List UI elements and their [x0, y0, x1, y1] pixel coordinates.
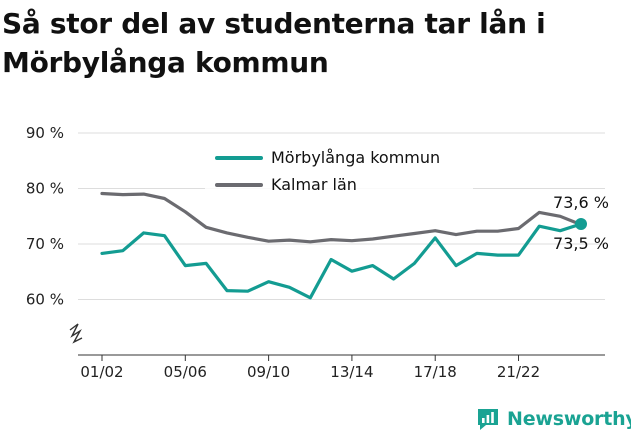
y-axis-ticks: 60 % 70 % 80 % 90 %	[26, 124, 64, 309]
x-tick-label: 09/10	[247, 363, 290, 381]
y-tick-label: 70 %	[26, 235, 64, 253]
y-tick-label: 90 %	[26, 124, 64, 142]
legend-label: Kalmar län	[271, 175, 357, 194]
x-tick-label: 13/14	[330, 363, 373, 381]
end-point-marker	[575, 218, 587, 231]
end-value-label: 73,5 %	[553, 234, 609, 253]
series-line	[100, 191, 583, 244]
axis-break-squiggle	[69, 323, 83, 344]
series-lines	[100, 191, 587, 300]
x-tick-label: 01/02	[80, 363, 123, 381]
x-tick-label: 05/06	[164, 363, 207, 381]
newsworthy-logo-icon	[478, 409, 498, 430]
brand[interactable]: Newsworthy	[475, 406, 631, 432]
chart-title: Så stor del av studenterna tar lån i Mör…	[2, 7, 546, 79]
x-axis: 01/02 05/06 09/10 13/14 17/18 21/22	[78, 354, 605, 381]
legend-label: Mörbylånga kommun	[271, 148, 440, 167]
legend: Mörbylånga kommun Kalmar län	[205, 144, 473, 202]
y-tick-label: 60 %	[26, 291, 64, 309]
end-value-label: 73,6 %	[553, 193, 609, 212]
series-line	[100, 222, 583, 300]
y-tick-label: 80 %	[26, 180, 64, 198]
axis-break-icon	[69, 323, 83, 344]
end-labels: 73,6 % 73,5 %	[553, 193, 609, 253]
legend-background	[205, 144, 473, 202]
x-tick-label: 21/22	[497, 363, 540, 381]
x-tick-label: 17/18	[414, 363, 457, 381]
brand-name: Newsworthy	[507, 408, 631, 430]
